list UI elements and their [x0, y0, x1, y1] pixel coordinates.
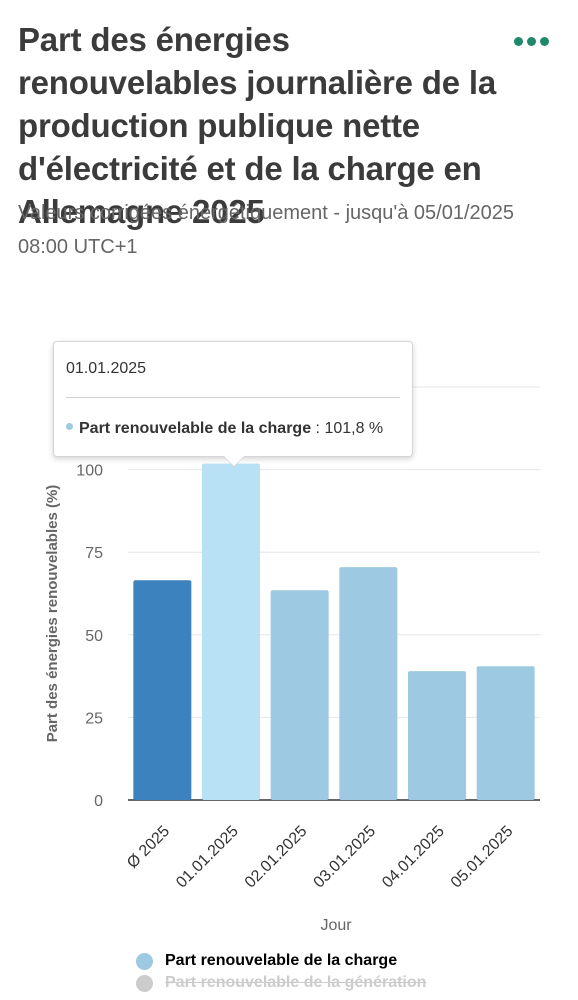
- more-dots-icon[interactable]: [514, 33, 554, 49]
- legend-item-charge[interactable]: Part renouvelable de la charge: [136, 950, 426, 972]
- tooltip-value: 101,8 %: [324, 420, 384, 437]
- legend-label: Part renouvelable de la génération: [165, 974, 427, 991]
- y-axis-label: Part des énergies renouvelables (%): [44, 485, 61, 743]
- menu-dot: [540, 36, 549, 46]
- menu-dot: [514, 36, 523, 46]
- x-tick-label: Ø 2025: [124, 823, 173, 872]
- chart-subtitle: Valeurs corrigées énergétiquement - jusq…: [18, 202, 514, 258]
- tooltip: 01.01.2025 Part renouvelable de la charg…: [53, 341, 413, 457]
- bar-02-01-2025: [270, 590, 329, 800]
- tooltip-series-name: Part renouvelable de la charge: [79, 420, 312, 437]
- x-tick-label: 02.01.2025: [242, 823, 311, 892]
- tooltip-separator: :: [311, 420, 325, 437]
- chart-title: Part des énergies renouvelables journali…: [18, 21, 496, 230]
- legend-label: Part renouvelable de la charge: [165, 952, 398, 969]
- x-tick-label: 04.01.2025: [379, 823, 448, 892]
- tooltip-date: 01.01.2025: [66, 360, 147, 377]
- tooltip-row: Part renouvelable de la charge : 101,8 %: [66, 420, 383, 438]
- tooltip-pointer: [224, 456, 244, 466]
- x-tick-label: 03.01.2025: [311, 823, 380, 892]
- bar--2025: [133, 580, 192, 800]
- bar-04-01-2025: [408, 671, 466, 800]
- y-tick-label: 50: [85, 628, 103, 645]
- bar-03-01-2025: [339, 567, 398, 800]
- legend-swatch-icon: [136, 952, 153, 970]
- bar-05-01-2025: [476, 666, 535, 800]
- legend-item-generation[interactable]: Part renouvelable de la génération: [136, 972, 426, 994]
- series-dot-icon: [66, 423, 73, 430]
- y-tick-label: 75: [85, 545, 103, 562]
- bar-chart: 0255075100125Ø 202501.01.202502.01.20250…: [44, 380, 540, 934]
- x-axis-label: Jour: [320, 917, 352, 934]
- legend: Part renouvelable de la charge Part reno…: [136, 950, 426, 994]
- y-tick-label: 25: [85, 710, 103, 727]
- x-tick-label: 01.01.2025: [173, 823, 242, 892]
- bar-01-01-2025: [202, 463, 260, 800]
- tooltip-divider: [66, 397, 400, 398]
- x-tick-label: 05.01.2025: [448, 823, 517, 892]
- y-tick-label: 0: [94, 793, 103, 810]
- menu-dot: [527, 36, 536, 46]
- legend-swatch-icon: [136, 974, 153, 992]
- y-tick-label: 100: [76, 463, 103, 480]
